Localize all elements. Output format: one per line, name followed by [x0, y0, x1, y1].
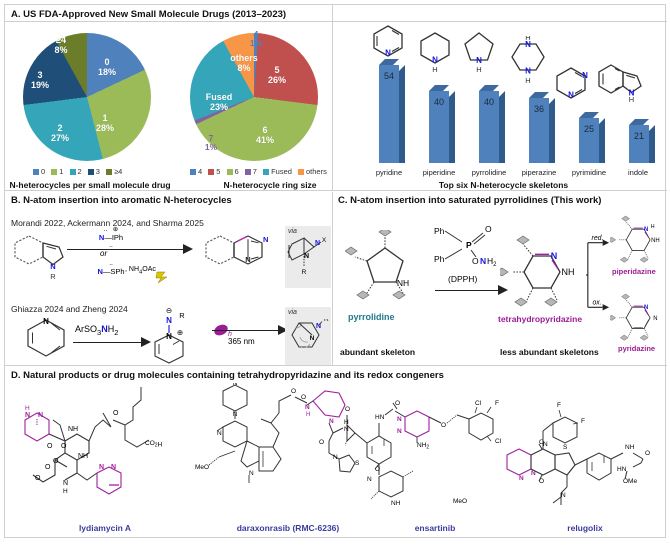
svg-text:O: O — [291, 388, 296, 395]
svg-text:OMe: OMe — [623, 478, 637, 485]
svg-text:NH: NH — [391, 500, 401, 507]
svg-text:O: O — [35, 475, 41, 482]
svg-text:N: N — [582, 71, 588, 80]
svg-text:H: H — [25, 405, 30, 412]
svg-text:⊕: ⊕ — [177, 328, 183, 337]
svg-text:O: O — [319, 439, 324, 446]
svg-text:Ph: Ph — [434, 254, 445, 264]
svg-text:F: F — [581, 418, 585, 425]
svg-text:N: N — [476, 56, 482, 65]
svg-text:H: H — [525, 36, 530, 42]
svg-text:N: N — [217, 430, 222, 437]
svg-text:H: H — [651, 224, 655, 230]
svg-text:R: R — [179, 311, 185, 320]
svg-text:N: N — [432, 56, 438, 65]
svg-text:Cl: Cl — [495, 438, 502, 445]
svg-text:NH: NH — [78, 453, 88, 460]
svg-text:H: H — [629, 95, 634, 103]
svg-text:R: R — [50, 272, 56, 281]
svg-text:O: O — [472, 256, 479, 266]
svg-text:NH: NH — [562, 267, 575, 277]
svg-text:X: X — [322, 237, 327, 244]
svg-text:O: O — [47, 443, 53, 450]
svg-text:N: N — [304, 253, 309, 260]
svg-text:N: N — [367, 476, 372, 483]
svg-text:N: N — [50, 262, 55, 271]
svg-text:N: N — [568, 91, 574, 100]
svg-text:ox.: ox. — [592, 300, 601, 307]
svg-text:N: N — [111, 464, 116, 471]
svg-text:P: P — [466, 240, 472, 250]
svg-text:NH: NH — [68, 426, 78, 433]
svg-text:N: N — [519, 475, 524, 482]
svg-text:N: N — [310, 335, 315, 342]
svg-text:⊖: ⊖ — [166, 306, 172, 315]
svg-text:N: N — [99, 464, 104, 471]
svg-text:H: H — [306, 412, 310, 418]
svg-text:N: N — [245, 255, 250, 264]
svg-text:N: N — [561, 492, 566, 499]
svg-text:R: R — [302, 269, 307, 276]
svg-text:N: N — [525, 67, 531, 76]
svg-text:H: H — [432, 65, 437, 74]
svg-text:N: N — [43, 317, 49, 326]
svg-text:MeO: MeO — [453, 498, 467, 505]
svg-text:MeO: MeO — [195, 464, 209, 471]
svg-text:N: N — [38, 412, 43, 419]
svg-text:O: O — [301, 394, 306, 401]
svg-text:N: N — [397, 428, 402, 435]
svg-text:N: N — [385, 48, 391, 57]
svg-text:HN: HN — [375, 414, 385, 421]
svg-text:N: N — [333, 454, 338, 461]
svg-text:H: H — [525, 76, 530, 85]
svg-text:N: N — [166, 332, 172, 341]
svg-text:N: N — [551, 251, 558, 261]
svg-text:Ph: Ph — [434, 226, 445, 236]
svg-text:CO2H: CO2H — [145, 440, 163, 449]
svg-text:H2: H2 — [487, 256, 497, 268]
svg-text:Cl: Cl — [475, 400, 482, 407]
svg-text:NH: NH — [651, 238, 660, 244]
svg-text:O: O — [345, 406, 350, 413]
svg-text:N: N — [263, 235, 268, 244]
svg-text:O: O — [375, 466, 380, 473]
svg-text:R: R — [324, 319, 329, 323]
svg-text:O: O — [441, 422, 446, 429]
svg-text:N: N — [63, 480, 68, 487]
svg-text:O: O — [395, 400, 400, 407]
svg-text:N: N — [480, 256, 486, 266]
svg-text:red.: red. — [592, 235, 604, 242]
svg-text:F: F — [495, 400, 499, 407]
svg-text:O: O — [645, 450, 650, 457]
svg-text:N: N — [543, 441, 548, 448]
svg-text:N: N — [233, 383, 238, 387]
svg-text:O: O — [113, 410, 119, 417]
svg-text:H: H — [63, 488, 68, 495]
svg-text:O: O — [53, 458, 59, 465]
svg-text:N: N — [397, 416, 402, 423]
svg-text:N: N — [653, 316, 657, 322]
svg-text:O: O — [485, 224, 492, 234]
svg-text:N: N — [166, 316, 172, 325]
svg-text:F: F — [557, 402, 561, 409]
svg-text:S: S — [563, 444, 568, 451]
svg-text:HN: HN — [617, 466, 627, 473]
svg-text:NH: NH — [625, 444, 635, 451]
svg-text:O: O — [45, 464, 51, 471]
svg-text:NH: NH — [397, 278, 409, 288]
svg-text:H: H — [476, 65, 481, 74]
svg-text:O: O — [61, 443, 67, 450]
svg-text:N: N — [315, 240, 320, 247]
svg-text:NH2: NH2 — [417, 442, 429, 451]
svg-text:N: N — [249, 470, 254, 477]
svg-text:N: N — [25, 412, 30, 419]
